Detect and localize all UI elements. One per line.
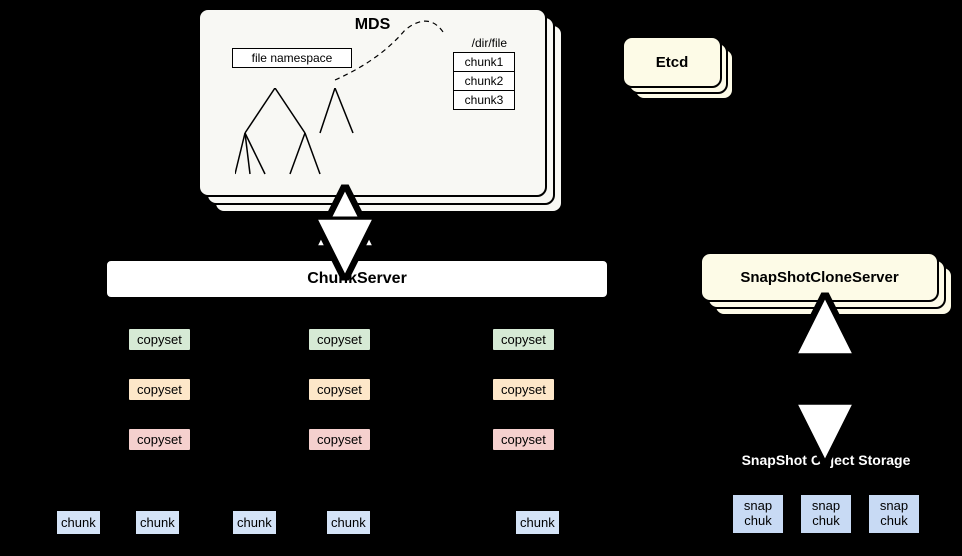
chunk-block: chunk xyxy=(135,510,180,535)
snap-chunk: snap chuk xyxy=(800,494,852,534)
chunk-block: chunk xyxy=(515,510,560,535)
copyset: copyset xyxy=(128,428,191,451)
chunk-list-item: chunk2 xyxy=(453,71,515,91)
snapshot-storage-title: SnapShot Object Storage xyxy=(710,452,942,468)
mds-card: MDS file namespace /dir/file chunk1 chun… xyxy=(198,8,543,193)
copyset: copyset xyxy=(128,378,191,401)
copyset: copyset xyxy=(308,378,371,401)
mds-title: MDS xyxy=(200,16,545,34)
chunk-block: chunk xyxy=(232,510,277,535)
snapshot-server-label: SnapShotCloneServer xyxy=(740,269,898,286)
etcd-label: Etcd xyxy=(656,54,689,71)
etcd-card: Etcd xyxy=(622,36,718,84)
snap-chunk: snap chuk xyxy=(732,494,784,534)
copyset: copyset xyxy=(492,428,555,451)
snapshot-server: SnapShotCloneServer xyxy=(700,252,935,298)
chunk-list: chunk1 chunk2 chunk3 xyxy=(453,52,515,110)
chunk-block: chunk xyxy=(56,510,101,535)
chunkserver-header: ChunkServer xyxy=(105,259,609,299)
namespace-box: file namespace xyxy=(232,48,352,68)
copyset: copyset xyxy=(492,378,555,401)
snap-chunk: snap chuk xyxy=(868,494,920,534)
dir-file-label: /dir/file xyxy=(472,36,507,50)
copyset: copyset xyxy=(492,328,555,351)
chunk-list-item: chunk1 xyxy=(453,52,515,72)
chunk-block: chunk xyxy=(326,510,371,535)
tree-icon xyxy=(235,88,365,188)
chunk-list-item: chunk3 xyxy=(453,90,515,110)
diagram-canvas: MDS file namespace /dir/file chunk1 chun… xyxy=(0,0,962,556)
chunkserver-header-label: ChunkServer xyxy=(307,270,407,287)
copyset: copyset xyxy=(128,328,191,351)
copyset: copyset xyxy=(308,328,371,351)
copyset: copyset xyxy=(308,428,371,451)
